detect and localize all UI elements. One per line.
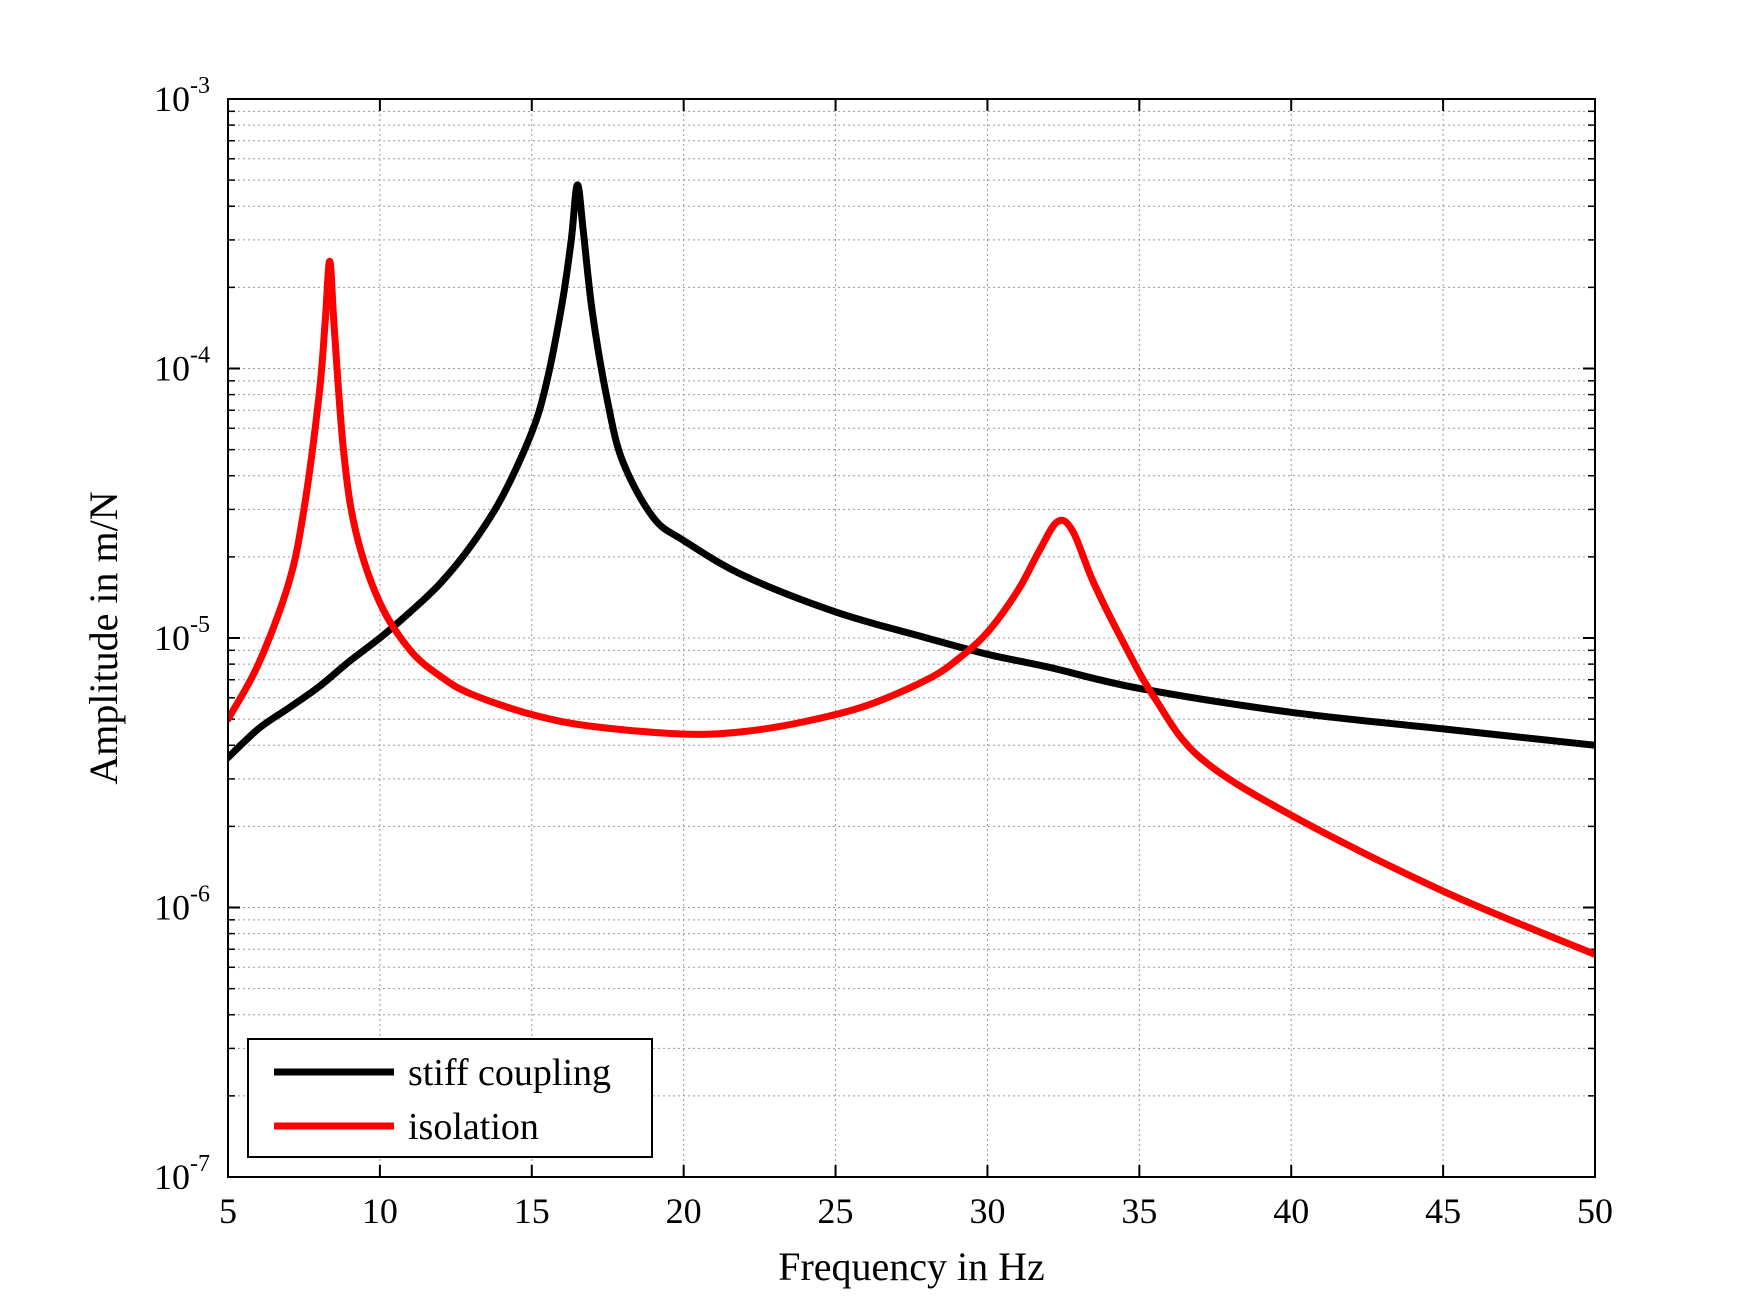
- legend: stiff coupling isolation: [247, 1038, 653, 1158]
- y-tick-label: 10-7: [154, 1151, 210, 1197]
- x-tick-label: 25: [818, 1191, 854, 1231]
- x-tick-label: 35: [1121, 1191, 1157, 1231]
- legend-box: [247, 1038, 653, 1158]
- y-tick-label: 10-3: [154, 73, 210, 119]
- y-tick-label: 10-6: [154, 882, 210, 928]
- x-tick-label: 40: [1273, 1191, 1309, 1231]
- series-lines: [228, 181, 1595, 958]
- x-axis-label: Frequency in Hz: [778, 1244, 1045, 1289]
- y-tick-label: 10-4: [154, 343, 210, 389]
- x-tick-label: 50: [1577, 1191, 1613, 1231]
- x-tick-label: 15: [514, 1191, 550, 1231]
- x-tick-label: 5: [219, 1191, 237, 1231]
- tick-labels: 5 10 15 20 25 30 35 40 45 50 10-7 10-6 10-5 10-4 10-3: [154, 73, 1613, 1231]
- x-tick-label: 45: [1425, 1191, 1461, 1231]
- x-tick-label: 10: [362, 1191, 398, 1231]
- x-tick-label: 30: [969, 1191, 1005, 1231]
- plot-frame: [227, 98, 1596, 1178]
- x-tick-label: 20: [666, 1191, 702, 1231]
- y-axis-label: Amplitude in m/N: [81, 491, 126, 784]
- series-line-stiff-coupling: [228, 181, 1595, 762]
- series-line-isolation: [228, 257, 1595, 958]
- y-tick-label: 10-5: [154, 612, 210, 658]
- legend-label-stiff-coupling: stiff coupling: [408, 1052, 611, 1094]
- legend-label-isolation: isolation: [408, 1106, 539, 1148]
